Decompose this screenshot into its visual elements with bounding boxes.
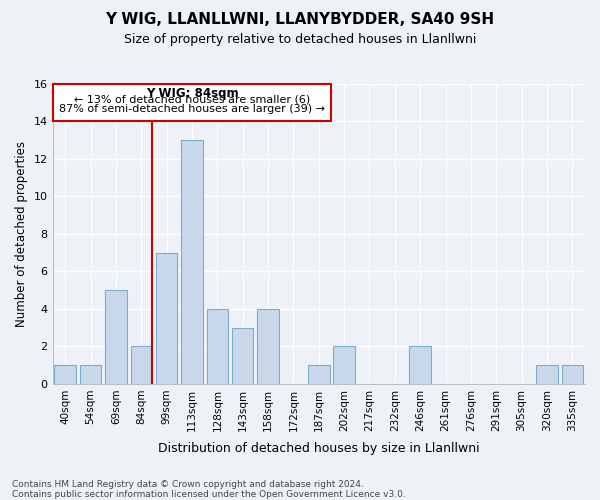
Bar [156, 252, 178, 384]
Bar [131, 346, 152, 384]
Bar [409, 346, 431, 384]
X-axis label: Distribution of detached houses by size in Llanllwni: Distribution of detached houses by size … [158, 442, 479, 455]
Bar [55, 365, 76, 384]
Text: Y WIG: 84sqm: Y WIG: 84sqm [146, 87, 238, 100]
Bar [232, 328, 253, 384]
Text: Size of property relative to detached houses in Llanllwni: Size of property relative to detached ho… [124, 32, 476, 46]
Bar [257, 309, 279, 384]
Bar [80, 365, 101, 384]
Bar [206, 309, 228, 384]
Bar [181, 140, 203, 384]
FancyBboxPatch shape [53, 84, 331, 122]
Text: 87% of semi-detached houses are larger (39) →: 87% of semi-detached houses are larger (… [59, 104, 325, 114]
Text: Y WIG, LLANLLWNI, LLANYBYDDER, SA40 9SH: Y WIG, LLANLLWNI, LLANYBYDDER, SA40 9SH [106, 12, 494, 28]
Text: Contains HM Land Registry data © Crown copyright and database right 2024.: Contains HM Land Registry data © Crown c… [12, 480, 364, 489]
Bar [562, 365, 583, 384]
Text: ← 13% of detached houses are smaller (6): ← 13% of detached houses are smaller (6) [74, 94, 310, 104]
Bar [308, 365, 329, 384]
Y-axis label: Number of detached properties: Number of detached properties [15, 141, 28, 327]
Bar [536, 365, 558, 384]
Bar [334, 346, 355, 384]
Bar [105, 290, 127, 384]
Text: Contains public sector information licensed under the Open Government Licence v3: Contains public sector information licen… [12, 490, 406, 499]
